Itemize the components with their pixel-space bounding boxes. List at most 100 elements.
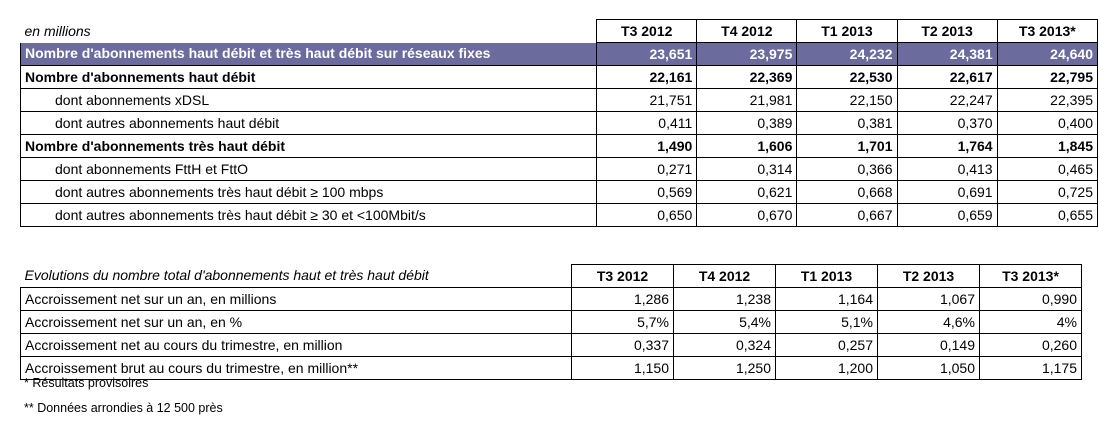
row-label: Nombre d'abonnements très haut débit <box>19 134 598 158</box>
cell-value: 1,200 <box>775 356 878 380</box>
table-row: dont autres abonnements très haut débit … <box>19 180 1098 204</box>
cell-value: 1,175 <box>979 356 1082 380</box>
cell-value: 0,667 <box>796 203 898 227</box>
cell-value: 4,6% <box>877 310 980 334</box>
cell-value: 0,389 <box>696 111 798 135</box>
cell-value: 0,366 <box>796 157 898 181</box>
row-label: dont autres abonnements très haut débit … <box>19 180 598 204</box>
cell-value: 0,314 <box>696 157 798 181</box>
column-header: T3 2013* <box>996 19 1098 43</box>
cell-value: 5,4% <box>673 310 776 334</box>
subscriptions-table: en millions T3 2012 T4 2012 T1 2013 T2 2… <box>19 19 1098 227</box>
table-header-row: en millions T3 2012 T4 2012 T1 2013 T2 2… <box>21 19 1098 43</box>
cell-value: 0,668 <box>796 180 898 204</box>
cell-value: 0,149 <box>877 333 980 357</box>
cell-value: 0,569 <box>596 180 698 204</box>
column-header: T1 2013 <box>796 19 898 43</box>
table-row: Accroissement net au cours du trimestre,… <box>20 333 1082 357</box>
cell-value: 1,250 <box>673 356 776 380</box>
row-label: Accroissement net sur un an, en % <box>20 310 572 334</box>
table-row: Accroissement brut au cours du trimestre… <box>20 356 1082 380</box>
cell-value: 1,490 <box>596 134 698 158</box>
footnote-rounded: ** Données arrondies à 12 500 près <box>24 401 223 415</box>
cell-value: 1,845 <box>996 134 1098 158</box>
column-header: T4 2012 <box>696 19 798 43</box>
cell-value: 0,257 <box>775 333 878 357</box>
row-label: dont abonnements xDSL <box>19 88 598 112</box>
cell-value: 0,337 <box>571 333 674 357</box>
row-label: dont autres abonnements très haut débit … <box>19 203 598 227</box>
row-label: Nombre d'abonnements haut débit <box>19 65 598 89</box>
cell-value: 0,691 <box>896 180 998 204</box>
row-label: dont abonnements FttH et FttO <box>19 157 598 181</box>
table-row: dont abonnements FttH et FttO 0,271 0,31… <box>19 157 1098 181</box>
row-label: Nombre d'abonnements haut débit et très … <box>19 42 598 66</box>
cell-value: 22,617 <box>896 65 998 89</box>
cell-value: 0,411 <box>596 111 698 135</box>
cell-value: 1,764 <box>896 134 998 158</box>
table-row: Accroissement net sur un an, en millions… <box>20 287 1082 311</box>
table-row-total: Nombre d'abonnements haut débit et très … <box>19 42 1098 66</box>
cell-value: 0,400 <box>996 111 1098 135</box>
cell-value: 23,975 <box>696 42 798 66</box>
evolution-table: Evolutions du nombre total d'abonnements… <box>20 264 1082 380</box>
cell-value: 0,271 <box>596 157 698 181</box>
cell-value: 0,260 <box>979 333 1082 357</box>
cell-value: 1,067 <box>877 287 980 311</box>
cell-value: 4% <box>979 310 1082 334</box>
cell-value: 21,751 <box>596 88 698 112</box>
cell-value: 0,370 <box>896 111 998 135</box>
cell-value: 22,795 <box>996 65 1098 89</box>
table-caption: en millions <box>24 22 91 39</box>
table-row: dont autres abonnements haut débit 0,411… <box>19 111 1098 135</box>
table-caption: Evolutions du nombre total d'abonnements… <box>24 267 429 284</box>
cell-value: 0,381 <box>796 111 898 135</box>
table-row: Nombre d'abonnements haut débit 22,161 2… <box>19 65 1098 89</box>
cell-value: 1,701 <box>796 134 898 158</box>
cell-value: 0,621 <box>696 180 798 204</box>
footnote-provisional: * Résultats provisoires <box>24 376 149 390</box>
column-header: T2 2013 <box>896 19 998 43</box>
column-header: T4 2012 <box>673 264 776 288</box>
table-row: dont abonnements xDSL 21,751 21,981 22,1… <box>19 88 1098 112</box>
cell-value: 0,670 <box>696 203 798 227</box>
cell-value: 24,381 <box>896 42 998 66</box>
table-header-row: Evolutions du nombre total d'abonnements… <box>21 264 1082 288</box>
cell-value: 24,232 <box>796 42 898 66</box>
cell-value: 23,651 <box>596 42 698 66</box>
table-row: Nombre d'abonnements très haut débit 1,4… <box>19 134 1098 158</box>
column-header: T3 2013* <box>979 264 1082 288</box>
cell-value: 24,640 <box>996 42 1098 66</box>
cell-value: 22,150 <box>796 88 898 112</box>
cell-value: 22,530 <box>796 65 898 89</box>
row-label: dont autres abonnements haut débit <box>19 111 598 135</box>
cell-value: 22,395 <box>996 88 1098 112</box>
cell-value: 0,659 <box>896 203 998 227</box>
cell-value: 0,465 <box>996 157 1098 181</box>
cell-value: 1,286 <box>571 287 674 311</box>
table-row: dont autres abonnements très haut débit … <box>19 203 1098 227</box>
cell-value: 21,981 <box>696 88 798 112</box>
cell-value: 1,238 <box>673 287 776 311</box>
cell-value: 1,050 <box>877 356 980 380</box>
cell-value: 22,369 <box>696 65 798 89</box>
cell-value: 0,650 <box>596 203 698 227</box>
cell-value: 0,324 <box>673 333 776 357</box>
row-label: Accroissement brut au cours du trimestre… <box>20 356 572 380</box>
cell-value: 5,1% <box>775 310 878 334</box>
cell-value: 0,725 <box>996 180 1098 204</box>
cell-value: 22,247 <box>896 88 998 112</box>
cell-value: 0,655 <box>996 203 1098 227</box>
column-header: T2 2013 <box>877 264 980 288</box>
cell-value: 0,413 <box>896 157 998 181</box>
cell-value: 22,161 <box>596 65 698 89</box>
column-header: T3 2012 <box>596 19 698 43</box>
cell-value: 1,606 <box>696 134 798 158</box>
cell-value: 0,990 <box>979 287 1082 311</box>
column-header: T1 2013 <box>775 264 878 288</box>
row-label: Accroissement net sur un an, en millions <box>20 287 572 311</box>
table-row: Accroissement net sur un an, en % 5,7% 5… <box>20 310 1082 334</box>
column-header: T3 2012 <box>571 264 674 288</box>
cell-value: 5,7% <box>571 310 674 334</box>
cell-value: 1,164 <box>775 287 878 311</box>
